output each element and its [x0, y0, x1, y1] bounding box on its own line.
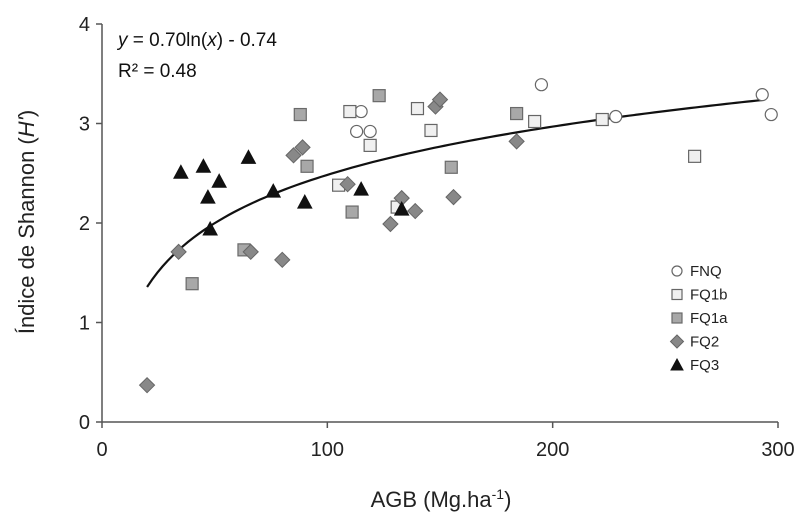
data-point-fq2: [508, 133, 525, 150]
equation-text: y = 0.70ln(x) - 0.74: [116, 30, 277, 51]
legend-marker-fnq: [671, 265, 683, 277]
data-point-fq2: [170, 243, 187, 261]
data-point-fq2: [242, 243, 259, 261]
legend-label-fq2: FQ2: [690, 334, 719, 351]
legend-label-fnq: FNQ: [690, 263, 722, 280]
y-tick-label: 4: [79, 14, 90, 36]
data-point-fq2: [407, 202, 424, 220]
data-point-fq1b: [528, 114, 542, 129]
axes: 0 1 2 3 4 0 100 200 300: [79, 14, 795, 461]
data-point-fq1a: [293, 107, 307, 122]
data-point-fq3: [195, 158, 212, 173]
r-squared-text: R² = 0.48: [118, 61, 197, 82]
y-tick-label: 3: [79, 114, 90, 136]
data-point-fnq: [350, 124, 364, 139]
data-point-fq1a: [300, 159, 314, 173]
data-point-fnq: [363, 124, 377, 139]
data-point-fq1b: [688, 149, 702, 163]
data-point-fq2: [382, 215, 399, 233]
data-point-fnq: [609, 109, 623, 124]
data-point-fq1a: [185, 277, 199, 291]
data-point-fq2: [431, 91, 449, 108]
x-tick-label: 200: [536, 439, 569, 461]
data-point-fq1b: [343, 104, 357, 119]
trendline: [146, 98, 763, 288]
data-point-fnq: [764, 107, 778, 122]
legend-label-fq1a: FQ1a: [690, 310, 728, 327]
y-tick-label: 2: [79, 213, 90, 235]
data-point-fq1b: [363, 138, 377, 152]
data-point-fq2: [138, 376, 156, 394]
legend-marker-fq1b: [671, 288, 683, 301]
data-point-fq2: [285, 147, 302, 164]
data-point-fq1b: [410, 101, 425, 116]
legend-label-fq1b: FQ1b: [690, 287, 728, 304]
data-point-fq1a: [444, 160, 458, 174]
y-axis-title: Índice de Shannon (H'): [14, 110, 39, 334]
x-tick-label: 100: [311, 439, 344, 461]
legend-marker-fq3: [670, 357, 684, 371]
data-point-fq1b: [424, 123, 438, 138]
data-point-fq1a: [510, 106, 524, 121]
legend: FNQ FQ1b FQ1a FQ2 FQ3: [669, 263, 728, 374]
x-axis-title: AGB (Mg.ha-1): [371, 486, 512, 512]
data-point-fq2: [445, 188, 462, 206]
data-point-fq3: [353, 181, 369, 196]
data-point-fq3: [296, 194, 313, 209]
x-tick-label: 300: [761, 439, 794, 461]
data-point-fnq: [534, 78, 549, 92]
data-point-fq1b: [595, 112, 609, 127]
data-points: [138, 78, 778, 394]
data-point-fq1a: [372, 89, 386, 103]
data-point-fq3: [240, 149, 257, 164]
legend-marker-fq2: [669, 334, 685, 349]
data-point-fq3: [200, 189, 216, 204]
y-tick-label: 1: [79, 313, 90, 335]
trendline-group: [146, 98, 763, 288]
data-point-fnq: [755, 88, 769, 102]
legend-marker-fq1a: [671, 312, 683, 324]
data-point-fq2: [339, 175, 356, 193]
data-point-fq3: [393, 201, 410, 216]
data-point-fq2: [294, 139, 311, 156]
y-tick-label: 0: [79, 412, 90, 434]
legend-label-fq3: FQ3: [690, 357, 719, 374]
data-point-fq3: [211, 173, 228, 188]
data-point-fq3: [265, 183, 282, 198]
data-point-fq1a: [345, 205, 359, 219]
data-point-fq2: [274, 251, 291, 269]
data-point-fnq: [354, 104, 368, 119]
data-point-fq3: [173, 164, 189, 179]
data-point-fq3: [202, 220, 218, 236]
x-tick-label: 0: [96, 439, 107, 461]
